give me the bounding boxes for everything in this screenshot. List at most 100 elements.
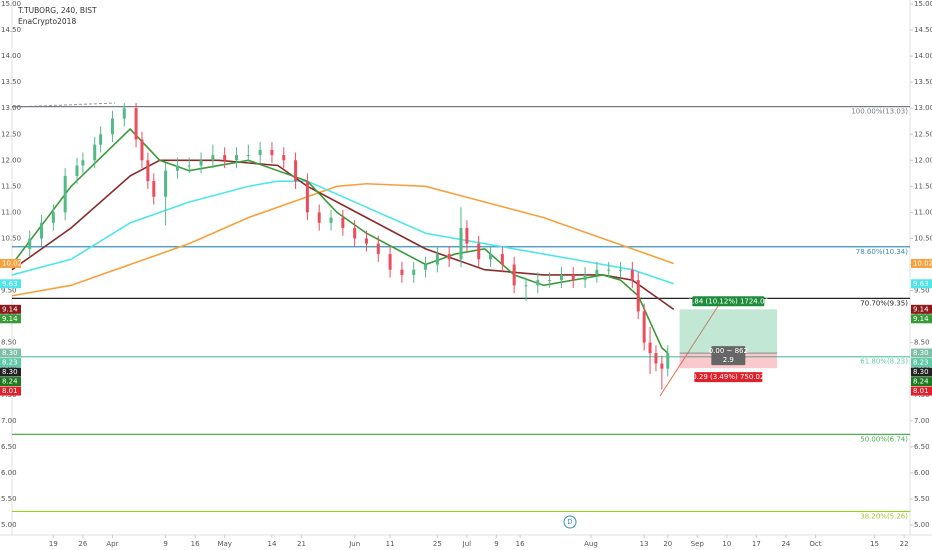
candle-body (666, 353, 670, 369)
price-tag-left (0, 279, 21, 289)
x-tick-label: 19 (49, 540, 58, 548)
x-tick-label: 20 (663, 540, 672, 548)
y-tick-label-left: 13.00 (1, 104, 21, 112)
candle-body (412, 269, 416, 275)
x-tick-label: Jul (462, 540, 472, 548)
y-tick-label-left: 15.00 (1, 0, 21, 8)
candle-body (548, 280, 552, 282)
y-tick-label: 13.00 (914, 104, 932, 112)
price-tag-label-right: 9.14 (913, 305, 929, 313)
candle-body (559, 274, 563, 281)
target-label: 0.84 (10.12%) 1724.08 (688, 297, 769, 305)
price-tag-left (0, 304, 21, 314)
y-tick-label-left: 12.50 (1, 130, 21, 138)
candle-body (630, 269, 634, 281)
price-tag-label-right: 8.23 (913, 359, 929, 367)
x-tick-label: May (217, 540, 231, 548)
event-badge[interactable] (563, 515, 577, 529)
candle-body (636, 280, 640, 312)
y-tick-label-left: 10.50 (1, 234, 21, 242)
candle-body (199, 160, 203, 166)
ratio-label-box (711, 355, 746, 366)
price-tag-right (911, 279, 932, 289)
candle-body (329, 217, 333, 223)
price-tag-label-right: 8.24 (913, 378, 929, 386)
x-tick-label: 14 (267, 540, 276, 548)
candle-body (571, 274, 575, 281)
candle-body (122, 108, 126, 119)
price-tag-right (911, 258, 932, 268)
price-tag-label-left: 9.14 (2, 315, 18, 323)
y-tick-label: 9.50 (914, 287, 930, 295)
x-tick-label: 22 (900, 540, 909, 548)
y-tick-label: 8.50 (914, 339, 930, 347)
candle-body (364, 238, 368, 244)
price-tag-right (911, 358, 932, 368)
candle-body (134, 108, 138, 140)
candle-body (536, 280, 540, 286)
price-tag-right (911, 314, 932, 324)
candle-body (447, 254, 451, 260)
entry-label: 0.00 ~ 862 (709, 347, 748, 355)
candle-body (146, 160, 150, 182)
price-tag-left (0, 377, 21, 387)
y-tick-label: 11.00 (914, 208, 932, 216)
price-tag-label-right: 9.63 (913, 280, 929, 288)
x-tick-label: 16 (516, 540, 525, 548)
y-tick-label-left: 11.50 (1, 182, 21, 190)
fib-label: 100.00%(13.03) (851, 108, 908, 116)
fib-label: 38.20%(5.26) (860, 512, 908, 520)
candle-body (660, 363, 664, 369)
candle-body (175, 165, 179, 171)
candle-body (654, 353, 658, 364)
y-tick-label-left: 6.50 (1, 443, 17, 451)
price-tag-label-left: 10.02 (2, 259, 22, 267)
candle-body (642, 311, 646, 343)
candle-body (465, 228, 469, 244)
moving-average (11, 159, 675, 310)
candle-body (477, 243, 481, 260)
candle-body (93, 144, 97, 161)
candle-body (607, 269, 611, 271)
candle-body (400, 269, 404, 275)
y-tick-label: 14.00 (914, 52, 932, 60)
x-tick-label: 9 (163, 540, 167, 548)
candle-body (317, 212, 321, 223)
candle-body (489, 254, 493, 260)
price-tag-label-left: 9.14 (2, 305, 18, 313)
stop-label-box (694, 372, 763, 383)
price-tag-left (0, 358, 21, 368)
price-tag-label-right: 8.30 (913, 349, 929, 357)
candle-body (258, 149, 262, 156)
x-tick-label: 21 (297, 540, 306, 548)
candle-body (223, 155, 227, 161)
trendline (659, 299, 723, 397)
candle-body (152, 181, 156, 197)
candle-body (211, 155, 215, 161)
candle-body (424, 264, 428, 270)
y-tick-label: 12.00 (914, 156, 932, 164)
event-badge-label[interactable]: D (567, 518, 572, 526)
candle-body (51, 212, 55, 223)
candle-body (353, 228, 357, 239)
price-tag-label-left: 8.23 (2, 359, 18, 367)
fib-label: 70.70%(9.35) (860, 299, 908, 307)
price-tag-right (911, 348, 932, 358)
y-tick-label: 11.50 (914, 182, 932, 190)
x-tick-label: 26 (78, 540, 87, 548)
target-zone (679, 309, 778, 354)
ratio-label: 2.9 (723, 356, 734, 364)
candle-body (305, 181, 309, 213)
candle-body (246, 155, 250, 157)
y-tick-label: 14.50 (914, 26, 932, 34)
y-tick-label-left: 5.50 (1, 495, 17, 503)
candle-body (595, 269, 599, 275)
fib-label: 50.00%(6.74) (860, 435, 908, 443)
candle-body (500, 254, 504, 265)
price-tag-right (911, 377, 932, 387)
candle-body (435, 254, 439, 265)
candle-body (140, 139, 144, 161)
y-tick-label-left: 12.00 (1, 156, 21, 164)
